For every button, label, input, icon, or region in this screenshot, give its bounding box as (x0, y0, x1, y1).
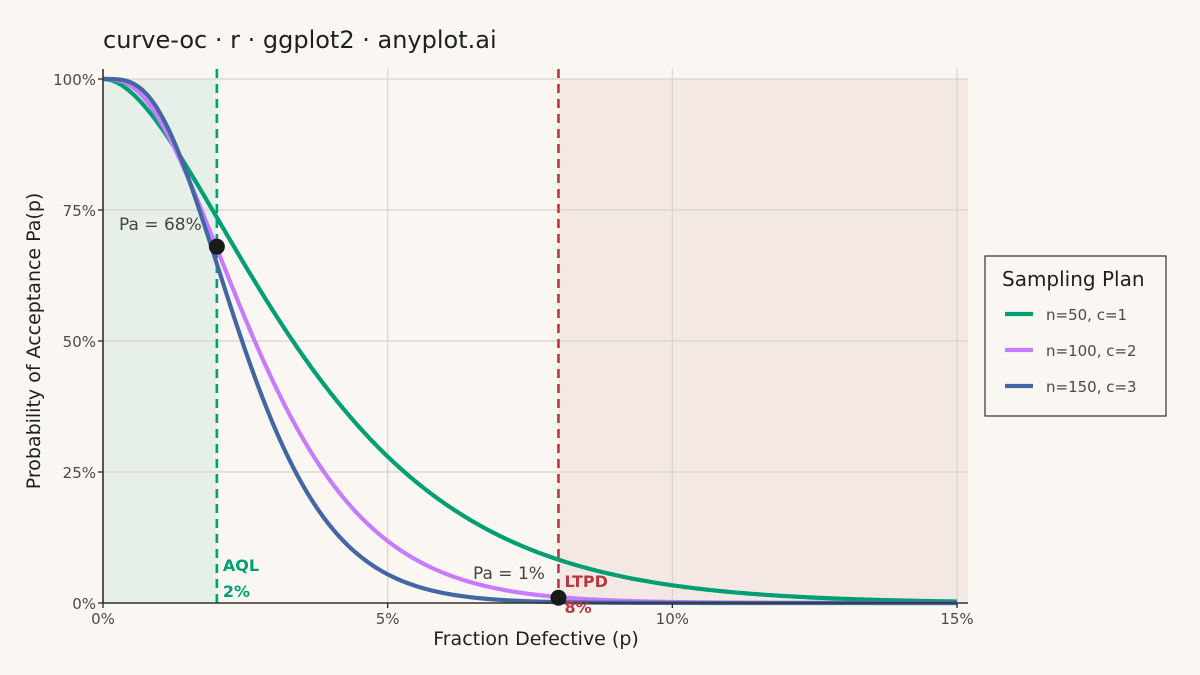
point-label-ltpd: Pa = 1% (473, 564, 545, 584)
y-tick-label: 100% (53, 71, 96, 89)
tick-labels: 0% 5% 10% 15% 0% 25% 50% 75% 100% (53, 71, 974, 628)
legend-box (984, 255, 1167, 417)
highlight-points (208, 238, 567, 606)
legend-label-2: n=150, c=3 (1046, 378, 1137, 396)
y-tick-label: 50% (63, 333, 96, 351)
y-tick-label: 25% (63, 464, 96, 482)
series-line-0 (102, 76, 958, 604)
legend-label-1: n=100, c=2 (1046, 342, 1137, 360)
highlight-point (550, 589, 567, 606)
x-tick-label: 5% (376, 610, 400, 628)
ltpd-label: LTPD (564, 572, 607, 591)
legend-items: n=50, c=1 n=100, c=2 n=150, c=3 (1005, 306, 1137, 396)
aql-value-label: 2% (223, 582, 250, 601)
x-tick-label: 0% (91, 610, 115, 628)
x-tick-label: 15% (940, 610, 973, 628)
aql-label: AQL (223, 556, 259, 575)
point-label-aql: Pa = 68% (119, 215, 202, 235)
highlight-point (208, 238, 225, 255)
x-axis-title: Fraction Defective (p) (433, 628, 639, 650)
legend-label-0: n=50, c=1 (1046, 306, 1127, 324)
annotations: Pa = 68% Pa = 1% AQL 2% LTPD 8% (119, 215, 608, 617)
y-tick-label: 75% (63, 202, 96, 220)
y-axis-title: Probability of Acceptance Pa(p) (23, 193, 45, 490)
y-tick-label: 0% (72, 595, 96, 613)
legend-title: Sampling Plan (1002, 267, 1145, 291)
chart-title: curve-oc · r · ggplot2 · anyplot.ai (103, 26, 497, 54)
legend: Sampling Plan n=50, c=1 n=100, c=2 n=150, … (984, 255, 1167, 417)
x-tick-label: 10% (656, 610, 689, 628)
axes (98, 69, 968, 608)
ltpd-value-label: 8% (564, 598, 591, 617)
